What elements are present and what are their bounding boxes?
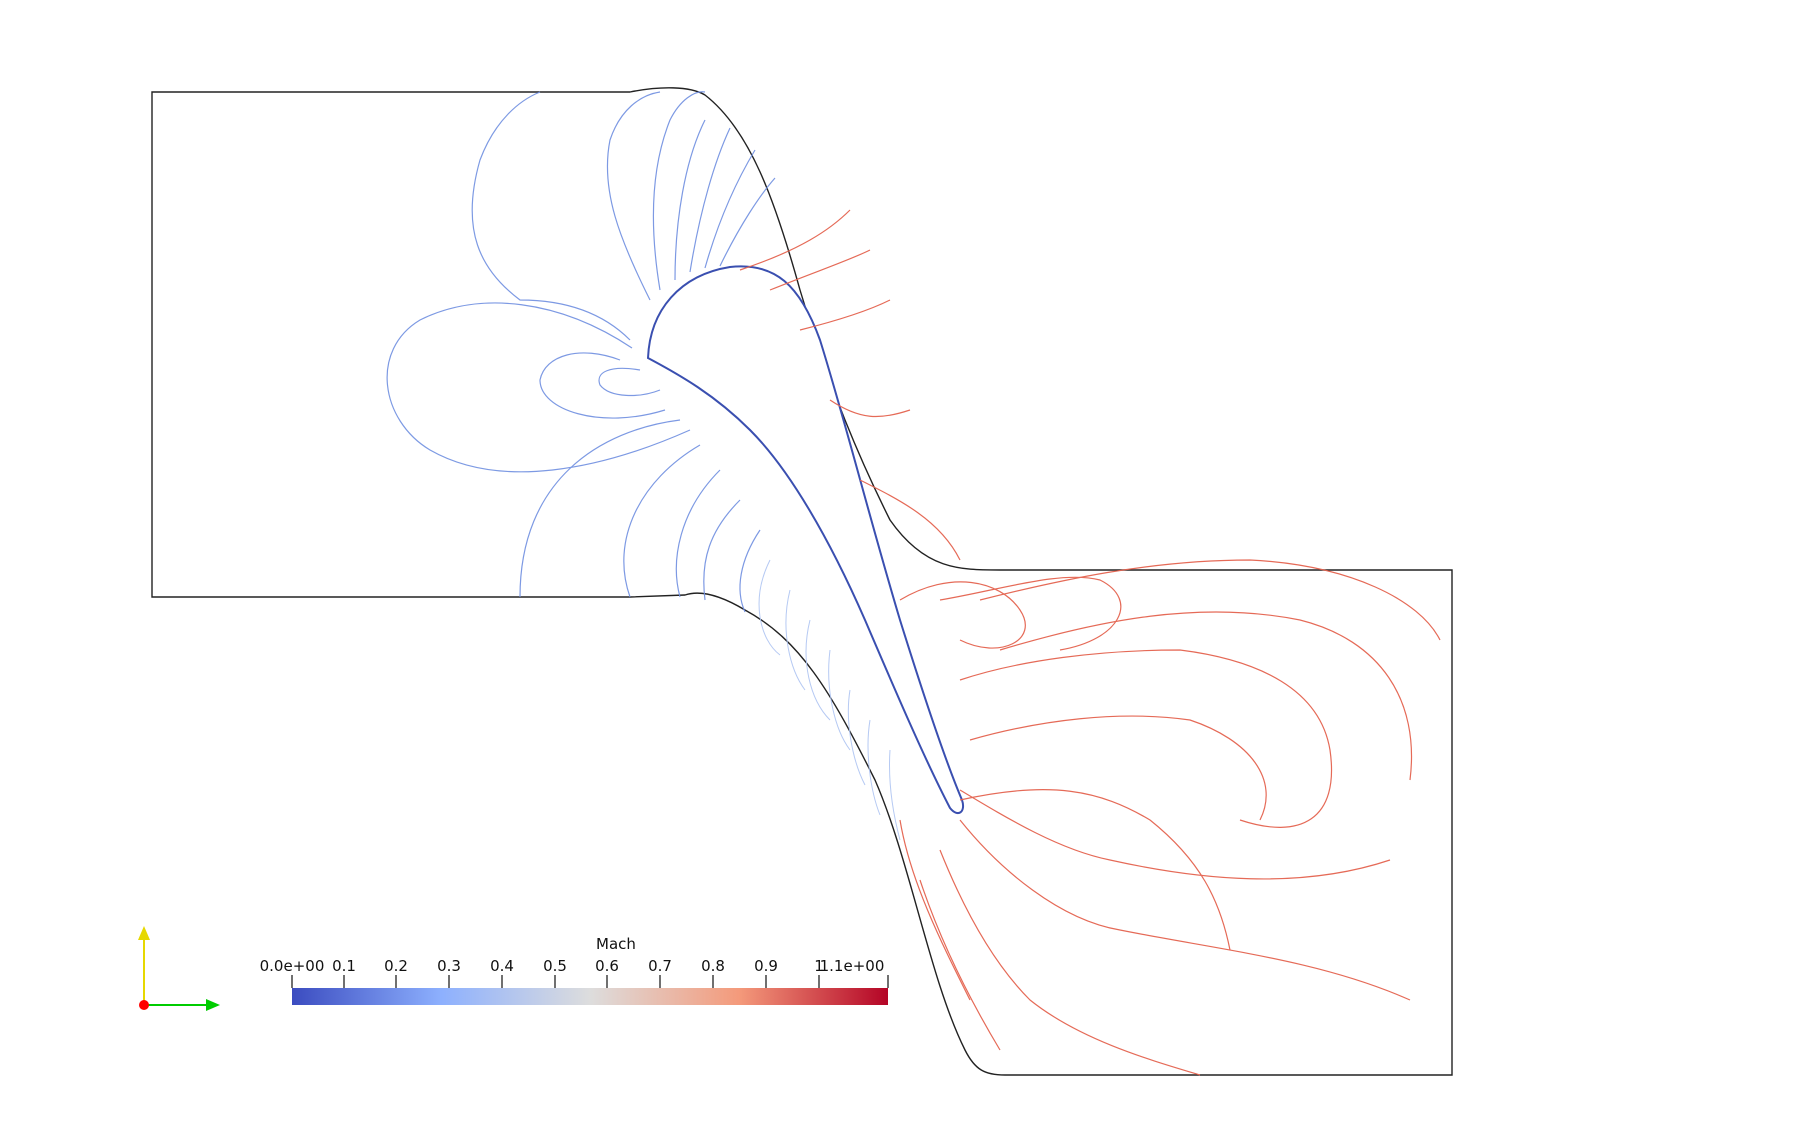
domain-boundary xyxy=(151,87,1453,1076)
mach-contours-high xyxy=(739,209,1441,1076)
orientation-axes xyxy=(138,926,220,1011)
colorbar-bar xyxy=(291,975,889,1005)
y-axis-arrow-icon xyxy=(138,926,150,940)
x-axis-arrow-icon xyxy=(206,999,220,1011)
mach-contours-low xyxy=(386,91,776,613)
z-axis-dot-icon xyxy=(139,1000,149,1010)
mach-contours-mid xyxy=(758,559,901,841)
blade-profile xyxy=(646,265,964,815)
